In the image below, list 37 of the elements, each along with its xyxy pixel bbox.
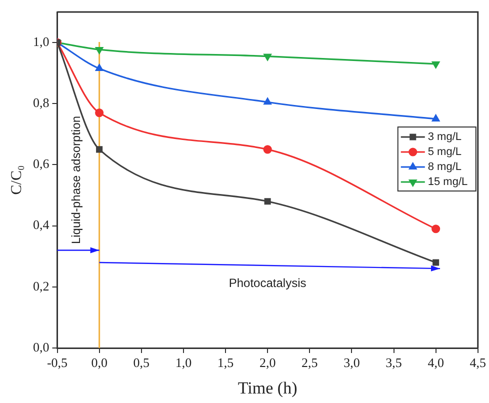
y-tick-label: 1,0 — [33, 34, 50, 49]
legend-label: 3 mg/L — [428, 131, 462, 144]
point — [432, 224, 440, 234]
y-tick-label: 0,6 — [33, 156, 50, 172]
x-tick-label: 3,5 — [386, 355, 402, 370]
x-tick-label: 1,5 — [217, 355, 234, 370]
point — [263, 145, 272, 154]
x-tick-label: 2,5 — [302, 355, 318, 370]
y-tick-label: 0,8 — [33, 95, 50, 110]
legend-label: 5 mg/L — [428, 146, 462, 158]
point — [95, 47, 104, 54]
y-tick-label: 0,0 — [33, 339, 50, 354]
x-tick-label: -0,5 — [46, 355, 68, 370]
point — [432, 114, 440, 122]
x-tick-label: 1,0 — [175, 355, 192, 370]
x-tick-label: 0,0 — [91, 355, 108, 370]
x-tick-label: 4,0 — [428, 355, 444, 370]
x-tick-label: 3,0 — [344, 355, 360, 370]
point — [96, 146, 103, 153]
point — [95, 64, 104, 72]
point — [264, 198, 271, 205]
x-tick-label: 0,5 — [133, 355, 150, 370]
x-tick-label: 4,5 — [470, 355, 486, 370]
legend-label: 15 mg/L — [428, 176, 468, 188]
point — [264, 54, 272, 61]
annotation: Photocatalysis — [228, 276, 306, 290]
legend-label: 8 mg/L — [428, 161, 462, 174]
annotation: Liquid-phase adsorption — [68, 116, 83, 244]
point — [95, 108, 104, 118]
x-axis-title: Time (h) — [238, 378, 298, 398]
y-axis-title: C/C₀ — [8, 165, 25, 195]
point — [432, 259, 440, 266]
y-tick-label: 0,4 — [33, 217, 50, 232]
point — [432, 61, 440, 68]
y-tick-label: 0,2 — [33, 278, 50, 294]
x-tick-label: 2,0 — [259, 355, 276, 370]
point — [264, 98, 272, 105]
